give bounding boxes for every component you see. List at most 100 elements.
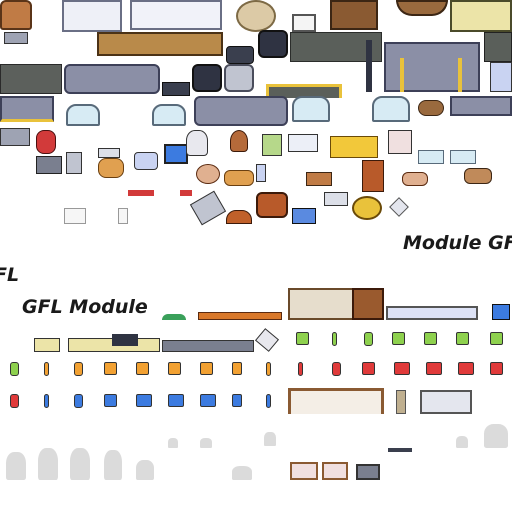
- ghost-1: [6, 452, 26, 480]
- small-monitor-sprite: [356, 464, 380, 480]
- gray-armchair-sprite: [224, 64, 254, 92]
- green-pill-1: [332, 332, 337, 346]
- pen-sprite: [254, 328, 280, 352]
- snack-tray-sprite: [464, 168, 492, 184]
- bottle-tall-sprite: [256, 164, 266, 182]
- desk-lamp-sprite: [186, 130, 208, 156]
- paper-note-sprite: [64, 208, 86, 224]
- glass-chair-mid-sprite: [152, 104, 186, 126]
- green-face-1: [296, 332, 309, 345]
- ghost-3: [70, 448, 90, 480]
- orange-pill-4: [266, 362, 271, 376]
- green-face-2: [392, 332, 405, 345]
- round-rug-sprite: [236, 0, 276, 32]
- ghost-6: [168, 438, 178, 448]
- green-pill-2: [364, 332, 373, 346]
- gray-floor-strip-sprite: [162, 340, 254, 352]
- ghost-5: [136, 460, 154, 480]
- ghost-7: [200, 438, 212, 448]
- armchair-orange-sprite: [0, 0, 32, 30]
- trophy-shelf-sprite: [330, 0, 378, 30]
- side-table-sprite: [396, 0, 448, 16]
- red-pill-1: [298, 362, 303, 376]
- armchair-brown-sprite: [256, 192, 288, 218]
- blue-pill-1: [44, 394, 49, 408]
- red-face-5: [490, 362, 503, 375]
- small-console-sprite: [492, 304, 510, 320]
- orange-face-2: [136, 362, 149, 375]
- blue-panel-sprite: [490, 62, 512, 92]
- glass-chair-far-sprite: [372, 96, 410, 122]
- blue-face-5: [232, 394, 242, 407]
- coat-rack-sprite: [396, 390, 406, 414]
- module-gf-label: Module GF: [403, 232, 512, 254]
- glass-stool-sprite: [418, 150, 444, 164]
- green-face-3: [424, 332, 437, 345]
- bread-sprite: [98, 158, 124, 178]
- red-guitar-sprite: [36, 130, 56, 154]
- picture-frame-2-sprite: [322, 462, 348, 480]
- computer-screen-sprite: [164, 144, 188, 164]
- gray-bench-right-sprite: [450, 96, 512, 116]
- computer-console-sprite: [420, 390, 472, 414]
- ghost-9: [264, 432, 276, 446]
- pillow-sprite: [134, 152, 158, 170]
- radio-box-sprite: [36, 156, 62, 174]
- orange-pill-1: [10, 362, 19, 376]
- ghost-8: [232, 466, 252, 480]
- dark-stool-sprite: [226, 46, 254, 64]
- orange-face-5: [232, 362, 242, 375]
- sofa-gray-sprite: [64, 64, 160, 94]
- floor-lamp-sprite: [366, 40, 372, 92]
- blue-face-1: [104, 394, 117, 407]
- tv-monitor-sprite: [292, 14, 316, 32]
- wood-door-sprite: [362, 160, 384, 192]
- paper-note-2-sprite: [118, 208, 128, 224]
- wood-bench-sprite: [97, 32, 223, 56]
- bottles-sprite: [262, 134, 282, 156]
- fl-label: FL: [0, 264, 20, 286]
- dark-cabinet-sprite: [484, 32, 512, 62]
- ghost-10: [456, 436, 468, 448]
- bench-gold-trim-sprite: [0, 96, 54, 122]
- blue-pill-3: [266, 394, 271, 408]
- blue-pill-2: [74, 394, 83, 408]
- blue-bench-sprite: [384, 42, 480, 92]
- dark-mat-left-sprite: [0, 64, 62, 94]
- glass-chair-left-sprite: [66, 104, 100, 126]
- gold-stripe-sprite: [400, 58, 404, 92]
- wood-knobs-sprite: [418, 100, 444, 116]
- orange-pill-3: [74, 362, 83, 376]
- clipboard-sprite: [189, 190, 227, 226]
- dark-line-sprite: [388, 448, 412, 452]
- gold-tray-sprite: [330, 136, 378, 158]
- ghost-11: [484, 424, 508, 448]
- phone-sprite: [324, 192, 348, 206]
- shelf-small-sprite: [98, 148, 120, 158]
- bust-statue-sprite: [230, 130, 248, 152]
- white-desk-sprite: [130, 0, 222, 30]
- green-face-5: [490, 332, 503, 345]
- blue-face-2: [136, 394, 152, 407]
- wood-tray-sprite: [306, 172, 332, 186]
- gold-frame-sprite: [34, 338, 60, 352]
- wall-panel-blue-sprite: [386, 306, 478, 320]
- black-armchair-sprite: [258, 30, 288, 58]
- ghost-4: [104, 450, 122, 480]
- food-plate-sprite: [402, 172, 428, 186]
- glass-chair-right-sprite: [292, 96, 330, 122]
- green-plant-sprite: [162, 314, 186, 320]
- framed-gold-panel-sprite: [450, 0, 512, 32]
- ghost-2: [38, 448, 58, 480]
- red-tray-2-sprite: [180, 190, 192, 196]
- pot-sprite: [226, 210, 252, 224]
- wood-pillar-sprite: [352, 288, 384, 320]
- orange-face-4: [200, 362, 213, 375]
- candle-rack-sprite: [198, 312, 282, 320]
- donut-stack-sprite: [196, 164, 220, 184]
- gray-block-sprite: [0, 128, 30, 146]
- red-face-2: [394, 362, 410, 375]
- red-face-1: [362, 362, 375, 375]
- blue-face-4: [200, 394, 216, 407]
